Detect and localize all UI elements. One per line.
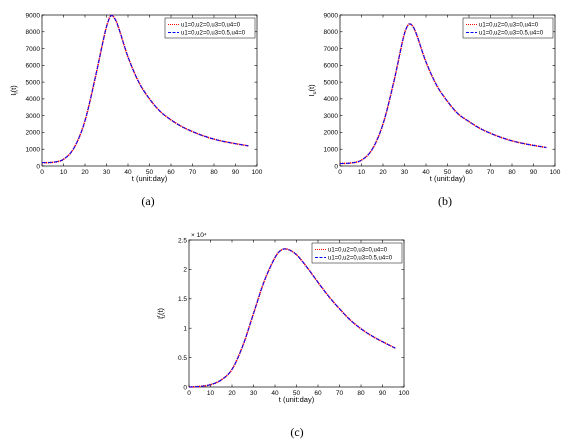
x-tick-label: 60 (167, 169, 175, 176)
x-tick-label: 100 (252, 169, 263, 176)
x-tick-label: 20 (81, 169, 89, 176)
legend-entry-2: u1=0,u2=0,u3=0.5,u4=0 (181, 31, 246, 37)
x-tick-label: 30 (103, 169, 111, 176)
legend-box (164, 17, 256, 39)
y-tick-label: 9000 (26, 12, 41, 19)
x-tick-label: 100 (399, 390, 410, 397)
x-tick-label: 90 (530, 169, 538, 176)
x-tick-label: 10 (358, 169, 366, 176)
x-tick-label: 30 (401, 169, 409, 176)
legend: u1=0,u2=0,u3=0,u4=0 u1=0,u2=0,u3=0.5,u4=0 (311, 242, 403, 264)
y-tick-label: 4000 (324, 96, 339, 103)
legend-entry-1: u1=0,u2=0,u3=0,u4=0 (479, 23, 539, 29)
x-tick-label: 90 (232, 169, 240, 176)
legend-box (462, 17, 554, 39)
x-tick-label: 60 (465, 169, 473, 176)
y-tick-label: 9000 (324, 12, 339, 19)
y-tick-label: 1.5 (178, 296, 187, 303)
legend-entry-2: u1=0,u2=0,u3=0.5,u4=0 (479, 31, 544, 37)
y-tick-label: 7000 (324, 46, 339, 53)
chart-panel-a: 0 10 20 30 40 50 60 70 80 90 100010002000300040005… (9, 12, 263, 183)
y-tick-label: 2 (183, 267, 187, 274)
x-tick-label: 50 (444, 169, 452, 176)
x-axis-label: t (unit:day) (132, 174, 168, 183)
y-tick-label: 0 (36, 163, 40, 170)
y-tick-label: 0.5 (178, 355, 187, 362)
legend-entry-2: u1=0,u2=0,u3=0.5,u4=0 (328, 256, 393, 262)
x-tick-label: 70 (487, 169, 495, 176)
y-tick-label: 6000 (26, 63, 41, 70)
x-tick-label: 60 (314, 390, 322, 397)
y-tick-label: 0 (183, 384, 187, 391)
x-tick-label: 0 (338, 169, 342, 176)
x-tick-label: 70 (336, 390, 344, 397)
series-line-2 (188, 248, 396, 388)
legend-entry-1: u1=0,u2=0,u3=0,u4=0 (328, 248, 388, 254)
y-axis-label: Il(t) (9, 85, 20, 96)
x-tick-label: 20 (379, 169, 387, 176)
series-line-2 (339, 23, 547, 164)
x-axis-label: t (unit:day) (430, 174, 466, 183)
y-tick-label: 5000 (26, 79, 41, 86)
y-tick-label: 2000 (324, 130, 339, 137)
y-tick-label: 5000 (324, 79, 339, 86)
x-tick-label: 0 (187, 390, 191, 397)
legend-box (311, 242, 403, 264)
x-tick-label: 40 (124, 169, 132, 176)
caption-b: (b) (438, 194, 452, 208)
caption-c: (c) (290, 425, 303, 439)
y-axis-label: Iru(t) (156, 307, 167, 319)
x-tick-label: 50 (293, 390, 301, 397)
x-tick-label: 90 (379, 390, 387, 397)
x-tick-label: 10 (207, 390, 215, 397)
x-tick-label: 100 (550, 169, 561, 176)
x-tick-label: 70 (189, 169, 197, 176)
legend: u1=0,u2=0,u3=0,u4=0 u1=0,u2=0,u3=0.5,u4=0 (462, 17, 554, 39)
y-tick-label: 2.5 (178, 237, 187, 244)
y-tick-label: 4000 (26, 96, 41, 103)
caption-a: (a) (141, 194, 154, 208)
x-axis-label: t (unit:day) (279, 395, 315, 404)
y-tick-label: 3000 (26, 113, 41, 120)
x-tick-label: 80 (508, 169, 516, 176)
chart-panel-b: 0 10 20 30 40 50 60 70 80 90 100010002000300040005… (307, 12, 561, 183)
x-tick-label: 30 (250, 390, 258, 397)
y-tick-label: 2000 (26, 130, 41, 137)
y-tick-label: 1000 (324, 147, 339, 154)
legend: u1=0,u2=0,u3=0,u4=0 u1=0,u2=0,u3=0.5,u4=0 (164, 17, 256, 39)
y-tick-label: 1 (183, 326, 187, 333)
x-tick-label: 10 (60, 169, 68, 176)
x-tick-label: 0 (40, 169, 44, 176)
y-tick-label: 3000 (324, 113, 339, 120)
y-tick-label: 1000 (26, 147, 41, 154)
y-exponent-label: × 10⁴ (191, 232, 207, 239)
y-tick-label: 8000 (26, 29, 41, 36)
x-tick-label: 80 (210, 169, 218, 176)
series-line-2 (41, 14, 249, 164)
y-tick-label: 8000 (324, 29, 339, 36)
chart-panel-c: 0 10 20 30 40 50 60 70 80 90 100 0 0.5 1 1.5 2 2.5 × 10⁴ t… (156, 232, 410, 404)
x-tick-label: 50 (146, 169, 154, 176)
x-tick-label: 80 (357, 390, 365, 397)
series-line-1 (339, 23, 547, 165)
y-tick-label: 6000 (324, 63, 339, 70)
legend-entry-1: u1=0,u2=0,u3=0,u4=0 (181, 23, 241, 29)
y-axis-label: Iu(t) (307, 84, 318, 97)
y-tick-label: 7000 (26, 46, 41, 53)
series-line-1 (188, 248, 396, 388)
y-tick-label: 0 (334, 163, 338, 170)
x-tick-label: 40 (422, 169, 430, 176)
x-tick-label: 40 (271, 390, 279, 397)
x-tick-label: 20 (228, 390, 236, 397)
